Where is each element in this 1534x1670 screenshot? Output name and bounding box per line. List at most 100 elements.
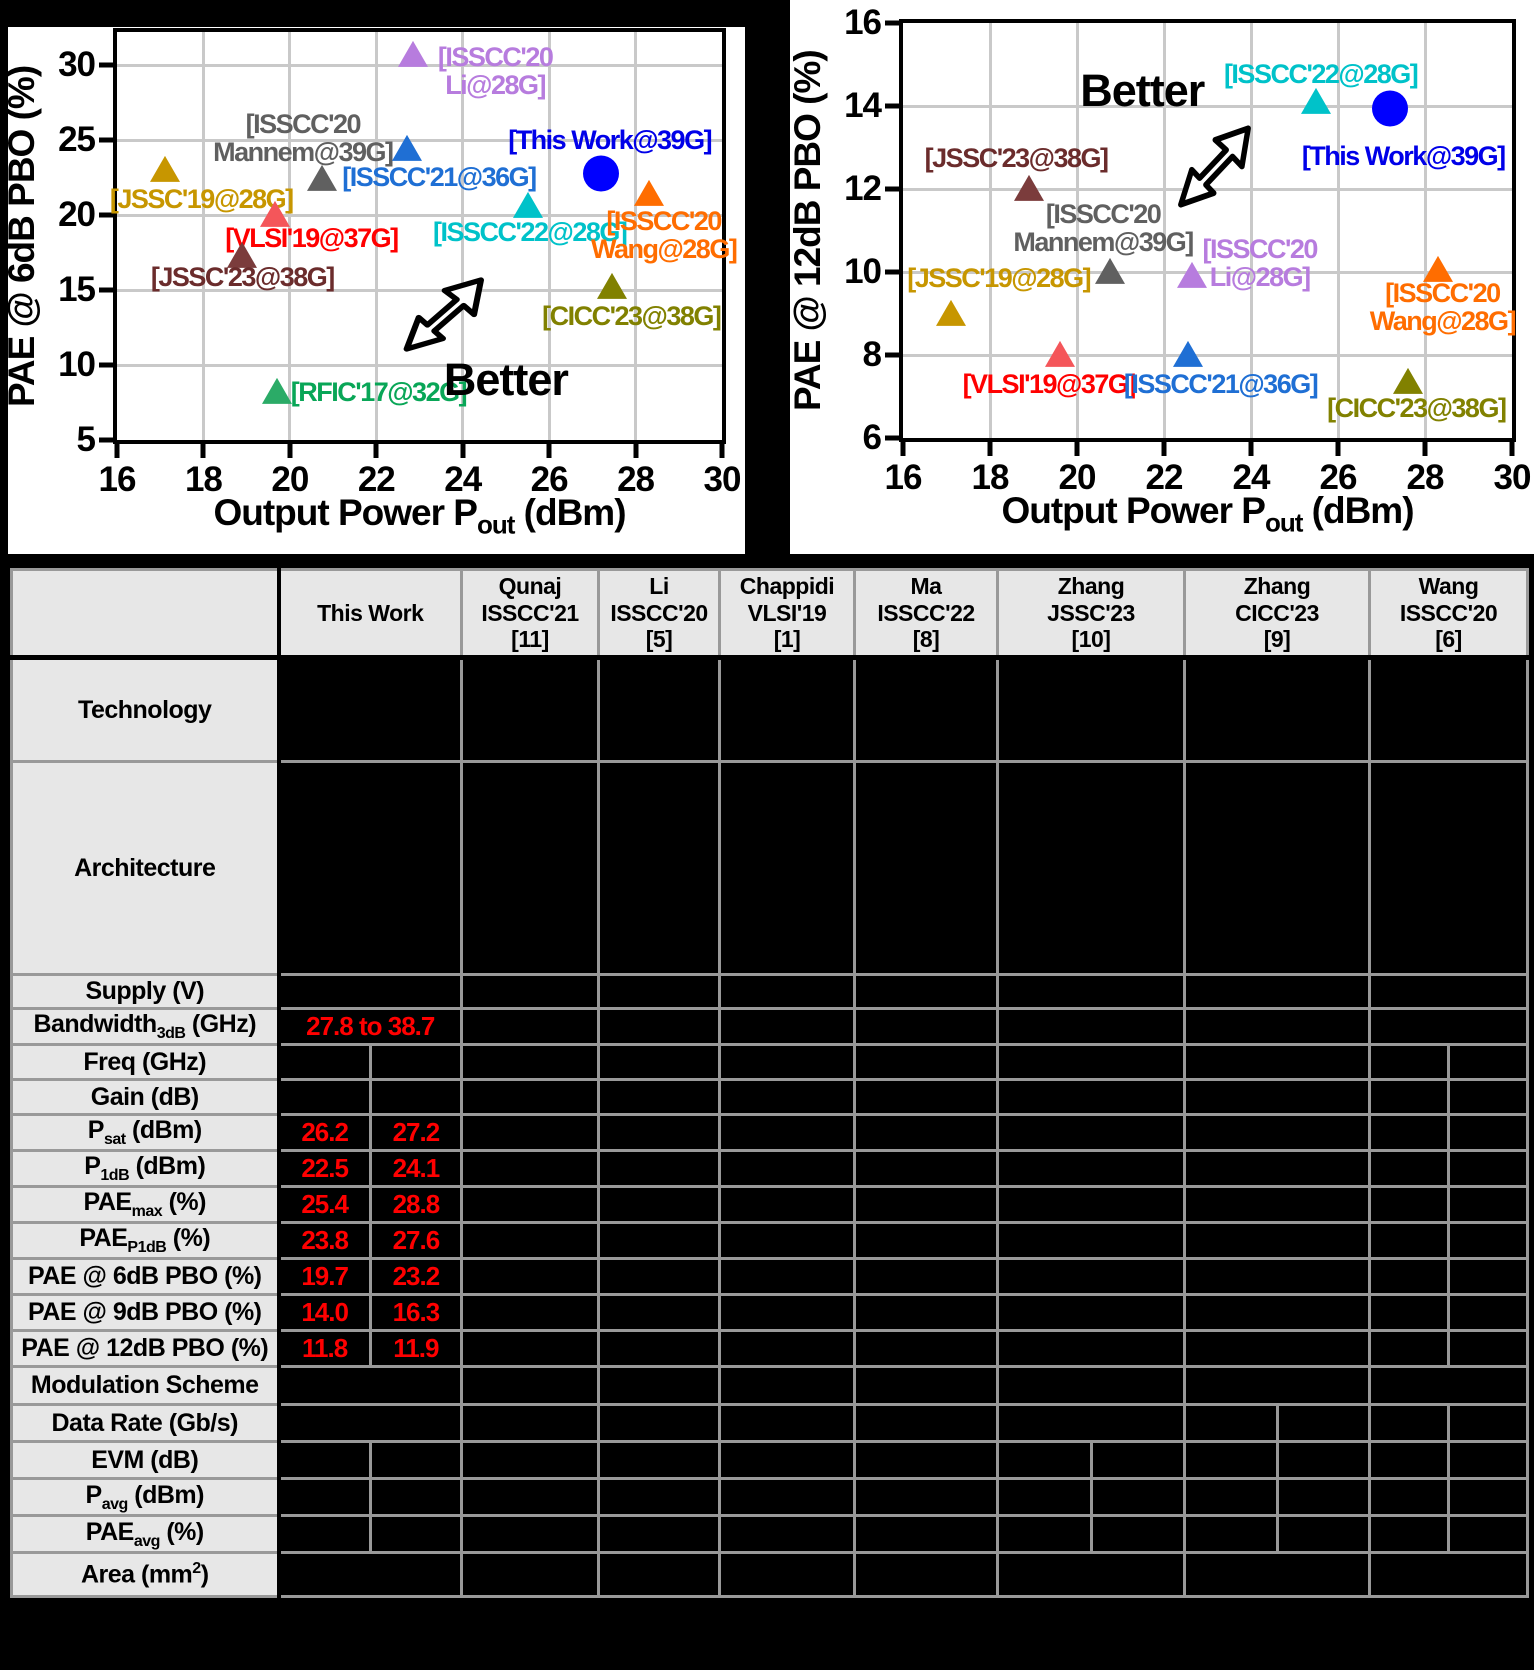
cell-paemax-qunaj bbox=[460, 1185, 600, 1224]
cell-value: 16.3 bbox=[368, 1297, 459, 1328]
cell-technology-wang bbox=[1368, 656, 1529, 763]
split-cell: 26.2 27.2 bbox=[282, 1117, 459, 1148]
cell-pae12-ma bbox=[853, 1329, 999, 1368]
y-tick-label: 5 bbox=[76, 420, 96, 459]
cell-area-zhang_cicc bbox=[1183, 1551, 1371, 1598]
triangle-marker bbox=[148, 154, 181, 183]
table-row-area: Area (mm2) bbox=[10, 1551, 1529, 1598]
cell-paep1db-zhang_jssc bbox=[996, 1221, 1186, 1260]
cell-value bbox=[1373, 1482, 1448, 1513]
row-label-pavg: Pavg (dBm) bbox=[10, 1477, 281, 1517]
y-tick-label: 15 bbox=[58, 270, 96, 309]
cell-datarate-qunaj bbox=[460, 1403, 600, 1443]
point-label: [This Work@39G] bbox=[1302, 142, 1506, 170]
split-cell: 23.8 27.6 bbox=[282, 1225, 459, 1256]
cell-value bbox=[1275, 1481, 1367, 1513]
cell-architecture-this_work bbox=[277, 760, 463, 976]
gridline-vertical bbox=[288, 32, 292, 440]
cell-value bbox=[368, 1444, 459, 1476]
table-row-pae6: PAE @ 6dB PBO (%) 19.7 23.2 bbox=[10, 1257, 1529, 1296]
gridline-horizontal bbox=[903, 104, 1512, 108]
triangle-marker bbox=[1176, 260, 1209, 289]
x-tick-label: 22 bbox=[357, 460, 396, 499]
point-label-line: [CICC'23@38G] bbox=[542, 300, 722, 331]
point-label-line: [JSSC'23@38G] bbox=[924, 142, 1109, 173]
y-tick-mark bbox=[99, 362, 113, 368]
cell-value bbox=[1373, 1048, 1448, 1077]
y-tick-label: 16 bbox=[844, 3, 882, 42]
cell-value bbox=[1089, 1481, 1182, 1513]
point-label: [RFIC'17@32G] bbox=[291, 378, 468, 406]
cell-p1db-zhang_cicc bbox=[1183, 1149, 1371, 1188]
cell-supply-li bbox=[597, 973, 721, 1010]
split-cell bbox=[1373, 1117, 1525, 1148]
cell-area-li bbox=[597, 1551, 721, 1598]
point-label: [ISSCC'20 Li@28G] bbox=[438, 43, 554, 99]
split-cell bbox=[282, 1082, 459, 1112]
cell-architecture-chappidi bbox=[718, 760, 856, 976]
column-header-chappidi: Chappidi VLSI'19 [1] bbox=[718, 568, 856, 660]
x-tick-label: 30 bbox=[1493, 458, 1532, 497]
row-label-technology: Technology bbox=[10, 656, 281, 763]
point-label-line: [This Work@39G] bbox=[508, 125, 712, 155]
row-label-area: Area (mm2) bbox=[10, 1551, 281, 1598]
cell-value bbox=[1275, 1407, 1367, 1439]
x-tick-label: 28 bbox=[1406, 458, 1445, 497]
split-cell bbox=[282, 1047, 459, 1077]
cell-value bbox=[1447, 1261, 1525, 1292]
cell-pae9-ma bbox=[853, 1293, 999, 1332]
column-header-ma: Ma ISSCC'22 [8] bbox=[853, 568, 999, 660]
cell-value: 23.2 bbox=[368, 1261, 459, 1292]
cell-value: 24.1 bbox=[368, 1153, 459, 1184]
better-arrow-icon bbox=[1173, 125, 1251, 208]
cell-pae9-this_work: 14.0 16.3 bbox=[277, 1293, 463, 1332]
cell-modulation-zhang_cicc bbox=[1183, 1365, 1371, 1406]
gridline-vertical bbox=[201, 32, 205, 440]
cell-paeavg-ma bbox=[853, 1514, 999, 1554]
chart-panel-pae-6db: PAE @ 6dB PBO (%) Output Power Pout (dBm… bbox=[1, 27, 745, 554]
cell-value bbox=[1001, 1519, 1090, 1550]
table-head: This Work Qunaj ISSCC'21 [11] Li ISSCC'20 [5] C… bbox=[10, 568, 1529, 660]
row-label-modulation: Modulation Scheme bbox=[10, 1365, 281, 1406]
chart-panel-pae-12db: PAE @ 12dB PBO (%) Output Power Pout (dB… bbox=[787, 0, 1534, 554]
cell-paemax-zhang_cicc bbox=[1183, 1185, 1371, 1224]
cell-modulation-qunaj bbox=[460, 1365, 600, 1406]
cell-psat-li bbox=[597, 1113, 721, 1152]
cell-p1db-ma bbox=[853, 1149, 999, 1188]
point-label-line: Li@28G] bbox=[1209, 262, 1311, 293]
cell-paemax-chappidi bbox=[718, 1185, 856, 1224]
y-tick-label: 25 bbox=[58, 120, 96, 159]
cell-freq-qunaj bbox=[460, 1043, 600, 1081]
cell-value: 27.8 to 38.7 bbox=[306, 1011, 435, 1042]
x-tick-label: 18 bbox=[971, 458, 1010, 497]
cell-paemax-ma bbox=[853, 1185, 999, 1224]
point-label-line: [ISSCC'20 bbox=[1202, 234, 1318, 265]
cell-value bbox=[1188, 1445, 1276, 1476]
cell-paep1db-zhang_cicc bbox=[1183, 1221, 1371, 1260]
cell-freq-zhang_jssc bbox=[996, 1043, 1186, 1081]
point-label: [ISSCC'20 Li@28G] bbox=[1202, 234, 1318, 293]
gridline-horizontal bbox=[117, 213, 722, 217]
cell-value bbox=[1447, 1481, 1525, 1513]
cell-bandwidth-qunaj bbox=[460, 1007, 600, 1046]
cell-pae12-li bbox=[597, 1329, 721, 1368]
cell-area-this_work bbox=[277, 1551, 463, 1598]
cell-value bbox=[1447, 1225, 1525, 1256]
point-label-line: [VLSI'19@37G] bbox=[225, 222, 399, 253]
x-tick-label: 24 bbox=[1232, 458, 1271, 497]
point-label-line: [JSSC'19@28G] bbox=[907, 263, 1091, 294]
row-label-freq: Freq (GHz) bbox=[10, 1043, 281, 1081]
x-tick-label: 24 bbox=[444, 460, 482, 499]
x-tick-mark bbox=[1161, 442, 1167, 456]
point-label: [ISSCC'21@36G] bbox=[1124, 370, 1319, 398]
cell-value bbox=[1447, 1189, 1525, 1220]
x-tick-mark bbox=[719, 444, 725, 458]
cell-paep1db-wang bbox=[1368, 1221, 1529, 1260]
row-label-datarate: Data Rate (Gb/s) bbox=[10, 1403, 281, 1443]
triangle-marker bbox=[1093, 256, 1126, 285]
cell-pavg-qunaj bbox=[460, 1477, 600, 1517]
split-cell bbox=[1188, 1444, 1367, 1476]
x-tick-label: 26 bbox=[530, 460, 569, 499]
cell-evm-chappidi bbox=[718, 1440, 856, 1480]
